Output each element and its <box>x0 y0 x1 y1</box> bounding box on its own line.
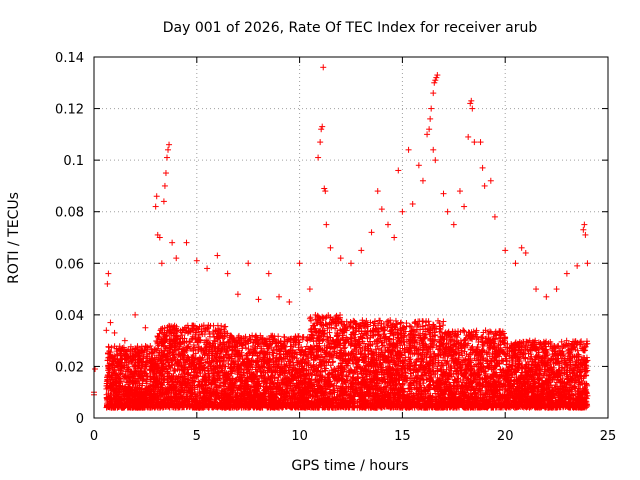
chart-title: Day 001 of 2026, Rate Of TEC Index for r… <box>163 20 538 36</box>
data-point <box>123 359 130 366</box>
data-point <box>157 326 164 333</box>
data-points <box>91 64 591 411</box>
